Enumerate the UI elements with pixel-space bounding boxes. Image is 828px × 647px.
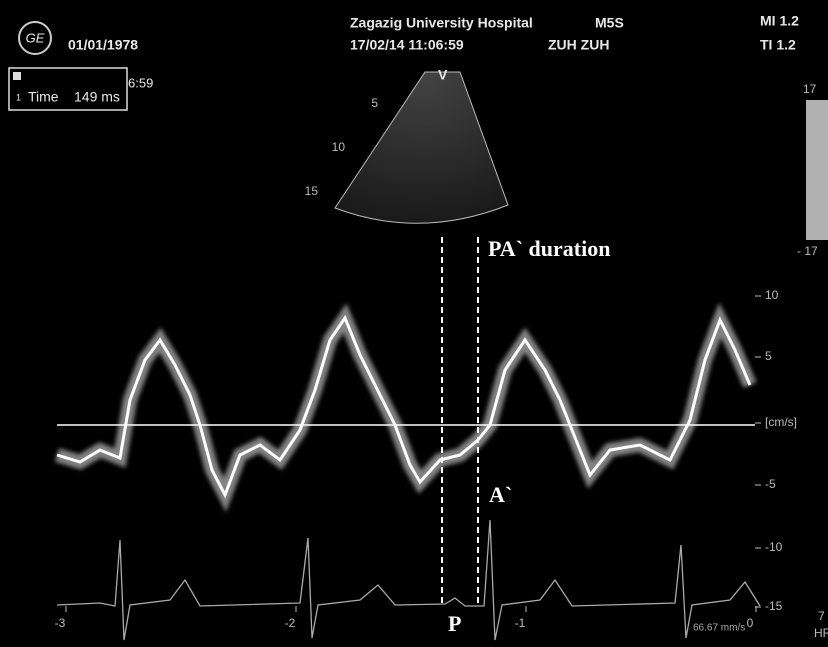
color-bar-top: 17 xyxy=(803,82,817,96)
time-label: -1 xyxy=(515,616,526,630)
sector-mode: V xyxy=(438,67,448,83)
time-label: -2 xyxy=(285,616,296,630)
a-wave-label: A` xyxy=(489,482,512,507)
index: 1 xyxy=(16,92,21,102)
time-label: -3 xyxy=(55,616,66,630)
sweep-speed: 66.67 mm/s xyxy=(693,623,745,634)
depth-label: 5 xyxy=(371,96,378,110)
probe: M5S xyxy=(595,15,624,31)
measurement-value: 149 ms xyxy=(74,89,120,105)
hospital: Zagazig University Hospital xyxy=(350,15,533,31)
velocity-label: 10 xyxy=(765,288,779,302)
duration-label: PA` duration xyxy=(488,236,610,261)
velocity-label: -15 xyxy=(765,599,783,613)
velocity-label: -10 xyxy=(765,540,783,554)
operator: ZUH ZUH xyxy=(548,37,609,53)
clock: 6:59 xyxy=(128,75,153,90)
measurement-label: Time xyxy=(28,89,59,105)
velocity-label: 5 xyxy=(765,349,772,363)
p-wave-label: P xyxy=(448,611,461,636)
time-label: 0 xyxy=(747,616,754,630)
logo-mark: GE xyxy=(26,30,45,45)
patient-date: 01/01/1978 xyxy=(68,37,138,53)
hr-label: HR xyxy=(814,626,828,640)
velocity-label: [cm/s] xyxy=(765,415,797,429)
thermal-index: TI 1.2 xyxy=(760,37,796,53)
color-bar xyxy=(806,100,828,240)
color-bar-bottom: - 17 xyxy=(797,244,818,258)
exam-datetime: 17/02/14 11:06:59 xyxy=(350,37,464,53)
hr-value: 7 xyxy=(818,609,825,623)
marker xyxy=(13,72,21,80)
depth-label: 10 xyxy=(332,140,346,154)
ultrasound-screen: GE 01/01/1978 Zagazig University Hospita… xyxy=(0,0,828,642)
velocity-label: -5 xyxy=(765,477,776,491)
depth-label: 15 xyxy=(305,184,319,198)
mechanical-index: MI 1.2 xyxy=(760,13,799,29)
